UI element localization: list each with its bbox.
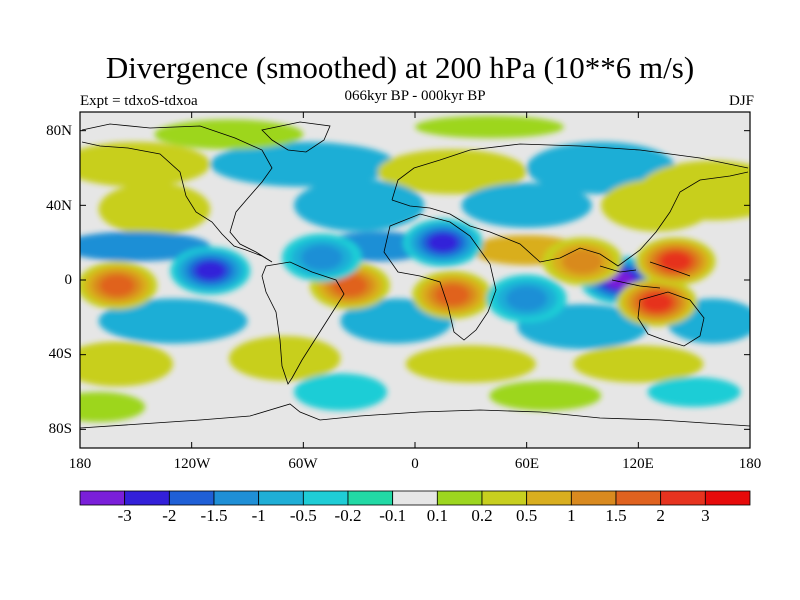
- field-band: [573, 345, 704, 383]
- colorbar-swatch: [258, 490, 304, 506]
- colorbar-label: 1.5: [605, 506, 627, 525]
- field-band: [98, 298, 248, 344]
- coastline-south-america: [261, 261, 345, 385]
- colorbar-swatch: [392, 490, 438, 506]
- colorbar-label: -2: [162, 506, 177, 525]
- field-feature: [641, 292, 673, 312]
- colorbar-label: 0.5: [516, 506, 538, 525]
- colorbar: [79, 490, 751, 506]
- lon-tick-label: 180: [68, 456, 92, 472]
- map-title: Divergence (smoothed) at 200 hPa (10**6 …: [105, 50, 695, 85]
- field-band: [80, 341, 174, 387]
- colorbar-label: -0.2: [334, 506, 362, 525]
- colorbar-swatch: [481, 490, 528, 506]
- lat-tick-label: 80N: [46, 123, 72, 139]
- lon-tick-label: 60W: [288, 456, 318, 472]
- coastline-greenland: [261, 121, 331, 153]
- colorbar-label: 1: [567, 506, 576, 525]
- field-feature: [506, 286, 548, 312]
- colorbar-label: -0.5: [289, 506, 317, 525]
- lon-tick-label: 120W: [173, 456, 211, 472]
- colorbar-swatch: [526, 490, 572, 506]
- colorbar-label: 2: [656, 506, 665, 525]
- field-band: [294, 179, 425, 232]
- coastlines: [80, 121, 750, 429]
- field-band: [80, 141, 211, 187]
- field-band: [80, 392, 146, 422]
- colorbar-label: -1.5: [200, 506, 228, 525]
- colorbar-swatch: [570, 490, 617, 506]
- field-feature: [561, 248, 604, 274]
- colorbar-swatch: [302, 490, 349, 506]
- lon-tick-label: 120E: [622, 456, 654, 472]
- field-band: [228, 336, 341, 381]
- colorbar-swatch: [124, 490, 170, 506]
- coastline-europe-asia: [391, 143, 749, 267]
- colorbar-swatch: [79, 490, 126, 506]
- lat-tick-label: 40S: [48, 346, 72, 362]
- colorbar-swatch: [704, 490, 751, 506]
- colorbar-label: -0.1: [379, 506, 407, 525]
- colorbar-swatch: [213, 490, 260, 506]
- lon-tick-label: 0: [411, 456, 419, 472]
- field-band: [489, 380, 602, 411]
- period-label: 066kyr BP - 000kyr BP: [344, 88, 486, 104]
- colorbar-swatch: [168, 490, 215, 506]
- field-band: [415, 115, 564, 139]
- field-feature: [99, 274, 135, 297]
- colorbar-label: 0.1: [426, 506, 448, 525]
- field-band: [647, 377, 741, 407]
- field-feature: [427, 233, 459, 253]
- colorbar-label: -1: [251, 506, 266, 525]
- coastline-antarctica: [80, 403, 750, 429]
- coastline-australia: [637, 291, 705, 347]
- colorbar-swatch: [436, 490, 483, 506]
- field-band: [601, 179, 713, 232]
- colorbar-swatch: [347, 490, 394, 506]
- lat-tick-label: 80S: [48, 421, 72, 437]
- lon-tick-label: 60E: [514, 456, 540, 472]
- colorbar-label: 0.2: [471, 506, 493, 525]
- field-band: [405, 345, 536, 383]
- field-feature: [660, 251, 691, 271]
- field-band: [80, 231, 211, 262]
- colorbar-label: 3: [701, 506, 710, 525]
- field-band: [294, 373, 388, 411]
- field-band: [98, 182, 211, 236]
- field-band: [461, 182, 592, 228]
- colorbar-label: -3: [117, 506, 132, 525]
- lon-tick-label: 180: [738, 456, 762, 472]
- field-band: [210, 141, 397, 187]
- coastline-maritime-continent: [599, 261, 691, 289]
- colorbar-swatch: [615, 490, 662, 506]
- season-label: DJF: [728, 93, 754, 109]
- coastline-north-america: [81, 123, 273, 263]
- lat-tick-label: 40N: [46, 198, 72, 214]
- field-feature: [195, 261, 226, 281]
- experiment-label: Expt = tdxoS-tdxoa: [80, 93, 198, 109]
- colorbar-swatch: [660, 490, 706, 506]
- field-feature: [301, 245, 343, 271]
- field-band: [154, 119, 304, 150]
- lat-tick-label: 0: [64, 272, 73, 288]
- field-feature: [332, 274, 368, 297]
- divergence-field: [80, 112, 750, 448]
- coastline-africa: [383, 213, 497, 341]
- field-feature: [434, 284, 470, 306]
- field-band: [377, 149, 527, 195]
- axis-ticks: [79, 112, 751, 448]
